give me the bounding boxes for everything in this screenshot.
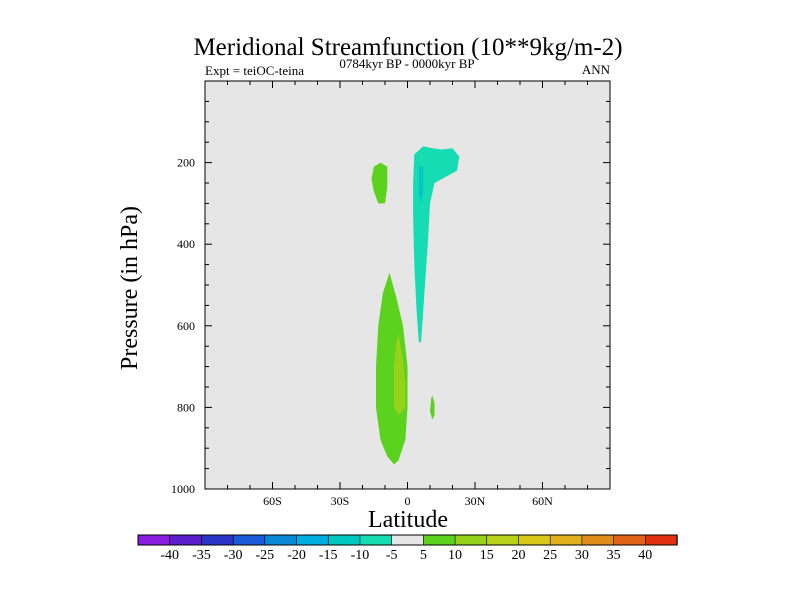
colorbar-label: -40 [160,548,179,563]
x-tick-label: 60N [532,494,553,508]
colorbar-swatch [296,534,329,546]
colorbar-swatch [518,534,551,546]
x-tick-label: 30N [465,494,486,508]
colorbar-swatch [137,534,171,546]
colorbar-label: 35 [607,548,621,563]
colorbar-swatch [201,534,234,546]
colorbar-swatch [423,534,456,546]
colorbar-swatch [391,534,425,546]
colorbar-label: -10 [351,548,370,563]
x-axis-label: Latitude [368,507,448,533]
colorbar-label: 30 [575,548,589,563]
y-axis-label: Pressure (in hPa) [117,206,143,370]
x-tick-label: 30S [331,494,350,508]
subtitle-left: Expt = teiOC-teina [205,63,304,78]
chart-title: Meridional Streamfunction (10**9kg/m-2) [193,34,622,61]
contour-regions [371,146,460,465]
colorbar-label: -5 [386,548,398,563]
colorbar-label: -30 [224,548,243,563]
plot-area [205,81,610,489]
colorbar-swatch [359,534,393,546]
colorbar-swatch [232,534,266,546]
contour-region-blue-core [418,166,424,204]
colorbar-label: -35 [192,548,211,563]
subtitle-right: ANN [582,62,611,77]
x-tick-label: 0 [405,494,411,508]
colorbar-label: -20 [287,548,306,563]
colorbar-swatch [549,534,583,546]
y-tick-label: 200 [177,156,195,170]
colorbar-label: -15 [319,548,338,563]
y-tick-label: 800 [177,400,195,414]
colorbar-swatch [169,534,203,546]
y-tick-label: 1000 [171,482,195,496]
colorbar-swatch [486,534,520,546]
colorbar-frame [137,534,678,546]
colorbar-swatch [454,534,488,546]
colorbar-swatch [327,534,361,546]
subtitle-center: 0784kyr BP - 0000kyr BP [339,56,474,71]
x-tick-label: 60S [263,494,282,508]
colorbar: -40 -35 -30 -25 -20 -15 -10 -5 5 10 15 20 25 30 35 40 [137,534,678,563]
colorbar-label: 15 [480,548,494,563]
contour-region-green-upper-small [371,162,388,204]
axis-ticks: 60S 30S 0 30N 60N 200 400 600 800 1000 [171,81,611,508]
y-tick-label: 600 [177,319,195,333]
colorbar-swatch [613,534,647,546]
colorbar-label: 20 [511,548,525,563]
colorbar-label: -25 [255,548,274,563]
colorbar-label: 10 [448,548,462,563]
contour-region-cyan-upper-cell [413,146,460,343]
contour-region-lime-core [394,334,406,416]
y-tick-label: 400 [177,237,195,251]
contour-region-green-tiny-cell [430,395,435,420]
colorbar-label: 40 [638,548,652,563]
colorbar-label: 25 [543,548,557,563]
contour-region-green-lower-cell [376,272,408,465]
colorbar-swatch [581,534,615,546]
colorbar-label: 5 [420,548,427,563]
colorbar-swatch [644,534,678,546]
colorbar-swatch [264,534,298,546]
